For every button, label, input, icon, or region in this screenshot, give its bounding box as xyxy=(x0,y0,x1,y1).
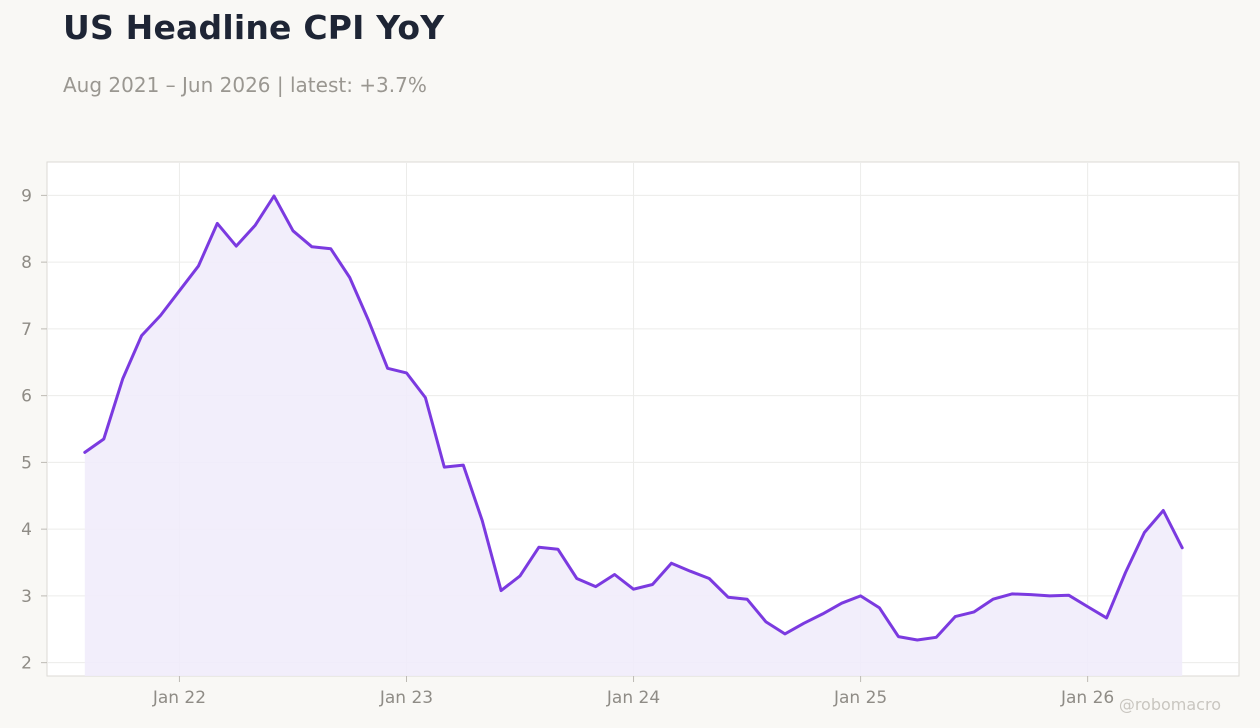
x-tick-label: Jan 23 xyxy=(379,688,433,708)
watermark: @robomacro xyxy=(1119,695,1221,714)
chart-subtitle: Aug 2021 – Jun 2026 | latest: +3.7% xyxy=(63,73,427,97)
x-axis: Jan 22 Jan 23 Jan 24 Jan 25 Jan 26 xyxy=(152,676,1114,708)
y-tick-label: 9 xyxy=(21,186,32,206)
chart-title: US Headline CPI YoY xyxy=(63,8,445,47)
y-tick-label: 3 xyxy=(21,587,32,607)
x-tick-label: Jan 24 xyxy=(606,688,660,708)
y-tick-label: 8 xyxy=(21,253,32,273)
x-tick-label: Jan 26 xyxy=(1060,688,1114,708)
series-line xyxy=(83,194,1184,642)
area-fill xyxy=(84,196,1183,676)
y-axis: 2 3 4 5 6 7 8 9 xyxy=(21,186,47,674)
y-tick-label: 7 xyxy=(21,320,32,340)
x-tick-label: Jan 25 xyxy=(833,688,887,708)
y-tick-label: 5 xyxy=(21,453,32,473)
y-tick-label: 4 xyxy=(21,520,32,540)
y-tick-label: 2 xyxy=(21,654,32,674)
y-tick-label: 6 xyxy=(21,387,32,407)
x-tick-label: Jan 22 xyxy=(152,688,206,708)
